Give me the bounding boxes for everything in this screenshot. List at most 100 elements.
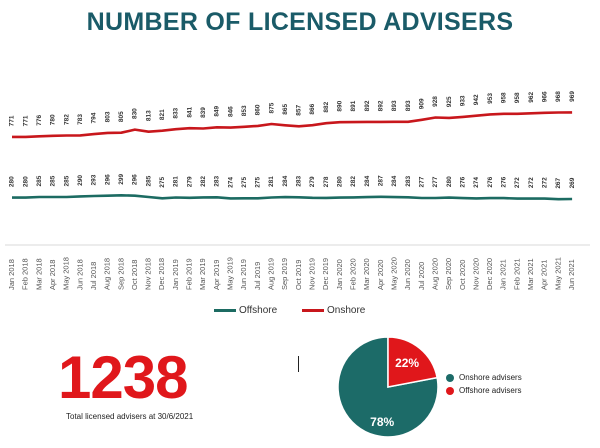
data-label-onshore: 841 — [186, 106, 193, 117]
data-label-onshore: 893 — [405, 100, 412, 111]
text-cursor — [298, 356, 299, 372]
line-legend: Offshore Onshore — [0, 305, 600, 321]
x-tick-label: Mar 2019 — [198, 258, 207, 290]
data-label-offshore: 283 — [405, 175, 412, 186]
line-chart: 771 771 776 780 782 783 794 803 805 830 813 821 833 8… — [5, 91, 590, 290]
data-label-offshore: 285 — [145, 175, 152, 186]
data-label-offshore: 290 — [77, 175, 84, 186]
x-tick-label: Jun 2018 — [75, 259, 84, 290]
data-label-onshore: 866 — [309, 103, 316, 114]
data-label-offshore: 281 — [173, 176, 180, 187]
data-label-onshore: 813 — [145, 110, 152, 121]
data-label-onshore: 953 — [487, 93, 494, 104]
data-label-offshore: 275 — [255, 176, 262, 187]
data-label-offshore: 296 — [104, 174, 111, 185]
data-label-onshore: 892 — [364, 100, 371, 111]
legend-offshore: Offshore — [214, 305, 277, 316]
pie-legend: Onshore advisers Offshore advisers — [446, 371, 522, 397]
data-label-onshore: 846 — [227, 106, 234, 117]
x-tick-label: Jan 2020 — [335, 259, 344, 290]
data-label-onshore: 875 — [268, 102, 275, 113]
data-label-offshore: 274 — [473, 177, 480, 188]
data-label-offshore: 274 — [227, 177, 234, 188]
legend-onshore-swatch — [302, 309, 324, 312]
data-label-offshore: 280 — [22, 176, 29, 187]
data-label-offshore: 299 — [118, 173, 125, 184]
data-label-offshore: 275 — [241, 176, 248, 187]
data-label-offshore: 283 — [296, 175, 303, 186]
data-label-offshore: 281 — [268, 176, 275, 187]
x-tick-label: Dec 2020 — [485, 258, 494, 290]
data-label-onshore: 962 — [528, 91, 535, 102]
x-tick-label: Jun 2020 — [403, 259, 412, 290]
total-advisers-number: 1238 — [58, 344, 188, 411]
series-line-offshore — [12, 194, 573, 201]
pie-legend-onshore-label: Onshore advisers — [459, 373, 522, 382]
data-label-onshore: 782 — [63, 114, 70, 125]
data-label-onshore: 892 — [378, 100, 385, 111]
x-tick-label: Jan 2018 — [7, 259, 16, 290]
x-tick-label: Sep 2020 — [444, 258, 453, 290]
legend-onshore-label: Onshore — [327, 305, 366, 316]
pie-legend-offshore: Offshore advisers — [446, 384, 522, 397]
x-tick-label: Feb 2020 — [348, 258, 357, 290]
data-label-onshore: 776 — [36, 114, 43, 125]
data-label-offshore: 267 — [555, 177, 562, 188]
data-label-offshore: 285 — [36, 175, 43, 186]
data-label-offshore: 280 — [9, 176, 16, 187]
data-label-onshore: 958 — [514, 92, 521, 103]
data-label-offshore: 276 — [459, 176, 466, 187]
x-tick-label: Dec 2019 — [321, 258, 330, 290]
total-advisers-caption: Total licensed advisers at 30/6/2021 — [66, 412, 194, 421]
pie-legend-onshore-dot — [446, 373, 454, 382]
data-label-offshore: 272 — [541, 177, 548, 188]
pie-slice-offshore — [387, 336, 438, 388]
data-label-offshore: 279 — [309, 176, 316, 187]
data-label-onshore: 933 — [459, 95, 466, 106]
data-label-offshore: 285 — [63, 175, 70, 186]
x-tick-label: May 2019 — [226, 257, 235, 290]
data-label-offshore: 284 — [282, 175, 289, 186]
data-label-onshore: 853 — [241, 105, 248, 116]
x-tick-label: Apr 2021 — [540, 260, 549, 290]
data-label-offshore: 296 — [132, 174, 139, 185]
data-label-offshore: 275 — [159, 176, 166, 187]
data-label-offshore: 283 — [214, 175, 221, 186]
pie-legend-onshore: Onshore advisers — [446, 371, 522, 384]
data-label-offshore: 287 — [378, 175, 385, 186]
data-label-offshore: 280 — [446, 176, 453, 187]
x-tick-label: May 2020 — [389, 257, 398, 290]
x-tick-label: Mar 2021 — [526, 258, 535, 290]
data-label-onshore: 849 — [214, 105, 221, 116]
data-label-onshore: 780 — [50, 114, 57, 125]
data-label-offshore: 282 — [200, 176, 207, 187]
x-tick-label: Feb 2019 — [185, 258, 194, 290]
data-label-offshore: 272 — [528, 177, 535, 188]
x-tick-label: Oct 2019 — [294, 260, 303, 290]
data-label-onshore: 890 — [337, 100, 344, 111]
x-tick-label: Oct 2018 — [130, 260, 139, 290]
data-label-onshore: 794 — [91, 112, 98, 123]
x-tick-label: Jul 2020 — [417, 262, 426, 290]
x-tick-label: Jun 2019 — [239, 259, 248, 290]
data-label-onshore: 805 — [118, 111, 125, 122]
x-tick-label: Aug 2018 — [103, 258, 112, 290]
x-tick-label: Dec 2018 — [157, 258, 166, 290]
data-label-offshore: 293 — [91, 174, 98, 185]
data-label-offshore: 284 — [364, 175, 371, 186]
data-label-offshore: 285 — [50, 175, 57, 186]
x-tick-label: Sep 2019 — [280, 258, 289, 290]
data-label-onshore: 891 — [350, 100, 357, 111]
x-tick-label: Oct 2020 — [458, 260, 467, 290]
x-tick-label: Aug 2019 — [267, 258, 276, 290]
data-label-offshore: 279 — [186, 176, 193, 187]
data-label-onshore: 969 — [569, 91, 576, 102]
x-tick-label: Feb 2021 — [512, 258, 521, 290]
data-label-onshore: 771 — [9, 115, 16, 126]
data-label-onshore: 771 — [22, 115, 29, 126]
x-tick-label: Apr 2020 — [376, 260, 385, 290]
x-tick-label: Nov 2018 — [144, 258, 153, 290]
x-tick-label: Apr 2019 — [212, 260, 221, 290]
data-label-offshore: 269 — [569, 177, 576, 188]
x-tick-label: Aug 2020 — [430, 258, 439, 290]
